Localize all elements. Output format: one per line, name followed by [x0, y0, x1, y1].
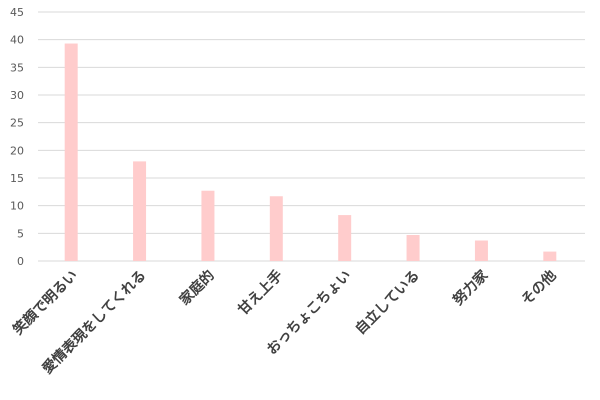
x-category-label: 甘え上手 — [235, 267, 287, 319]
x-category-label: その他 — [518, 267, 560, 309]
x-category-label: 努力家 — [450, 266, 492, 308]
y-tick-label: 25 — [10, 117, 24, 130]
y-tick-label: 35 — [10, 61, 24, 74]
y-tick-label: 45 — [10, 6, 24, 19]
bar-7 — [474, 240, 488, 261]
bar-5 — [338, 215, 352, 261]
bar-2 — [133, 161, 147, 261]
y-tick-label: 5 — [17, 227, 24, 240]
y-tick-label: 10 — [10, 200, 24, 213]
bar-3 — [201, 190, 215, 261]
x-category-label: 笑顔で明るい — [10, 267, 81, 338]
y-tick-label: 40 — [10, 34, 24, 47]
y-tick-label: 0 — [17, 255, 24, 268]
bar-4 — [269, 196, 283, 261]
bar-6 — [406, 234, 420, 261]
x-category-label: 家庭的 — [176, 267, 218, 309]
y-axis-ticks: 0 5 10 15 20 25 30 35 40 45 — [10, 6, 24, 268]
x-category-label: 自立している — [352, 267, 423, 338]
y-tick-label: 15 — [10, 172, 24, 185]
grid-lines — [38, 11, 585, 262]
bar-1 — [64, 43, 78, 261]
bar-8 — [543, 251, 557, 261]
bars — [64, 43, 557, 261]
y-tick-label: 30 — [10, 89, 24, 102]
y-tick-label: 20 — [10, 144, 24, 157]
